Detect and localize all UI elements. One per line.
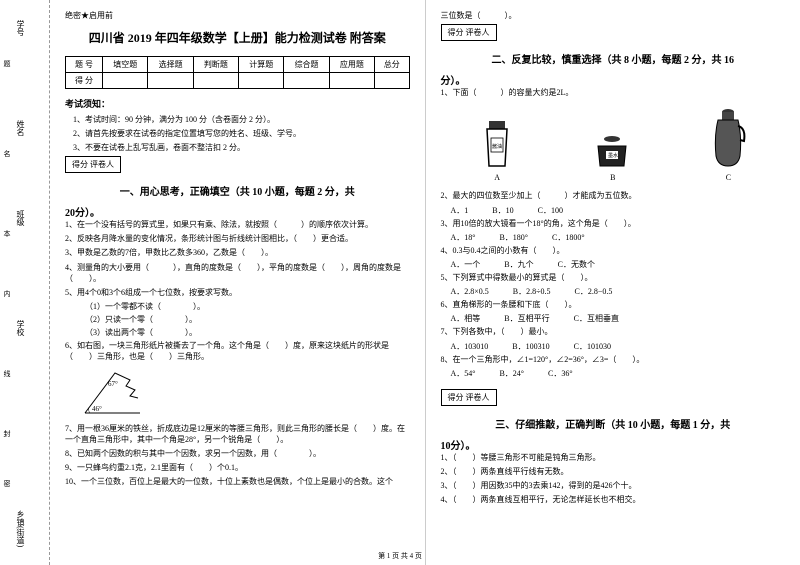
q2-8opt: A．54° B．24° C．36° [441, 368, 786, 379]
notice-title: 考试须知： [65, 97, 410, 110]
q2-2: 2、最大的四位数至少加上（ ）才能成为五位数。 [441, 190, 786, 201]
q3-4: 4、（ ）两条直线互相平行，无论怎样延长也不相交。 [441, 494, 786, 505]
q1-9: 9、一只蜂鸟约重2.1克，2.1里面有（ ）个0.1。 [65, 462, 410, 473]
binding-mark-1: 名 [2, 150, 12, 157]
q2-8: 8、在一个三角形中，∠1=120°，∠2=36°，∠3=（ ）。 [441, 354, 786, 365]
section3-title: 三、仔细推敲，正确判断（共 10 小题，每题 1 分，共 [441, 416, 786, 431]
notice-3: 3、不要在试卷上乱写乱画，卷面不整洁扣 2 分。 [65, 142, 410, 153]
th-0: 题 号 [66, 57, 103, 73]
q1-5b: （2）只读一个零（ ）。 [65, 314, 410, 325]
th-5: 综合题 [284, 57, 329, 73]
angle-67: 67° [108, 380, 118, 388]
table-row: 得 分 [66, 73, 410, 89]
q2-1: 1、下面（ ）的容量大约是2L。 [441, 87, 786, 98]
option-b-img: 墨水 B [590, 131, 635, 182]
table-row: 题 号 填空题 选择题 判断题 计算题 综合题 应用题 总分 [66, 57, 410, 73]
secret-label: 绝密★启用前 [65, 10, 410, 21]
binding-name: 姓名 [15, 120, 26, 136]
q1-7: 7、用一根36厘米的铁丝，折成底边是12厘米的等腰三角形，则此三角形的腰长是（ … [65, 423, 410, 445]
binding-town: 乡镇(街道) [15, 510, 26, 547]
svg-text:墨水: 墨水 [608, 152, 618, 159]
binding-class: 班级 [15, 210, 26, 226]
th-6: 应用题 [329, 57, 374, 73]
binding-mark-5: 封 [2, 430, 12, 437]
q1-4: 4、测量角的大小要用（ ），直角的度数是（ ），平角的度数是（ ），周角的度数是… [65, 262, 410, 284]
triangle-figure: 67° 46° [80, 368, 155, 418]
th-7: 总分 [375, 57, 409, 73]
q2-2opt: A．1 B．10 C．100 [441, 205, 786, 216]
notice-1: 1、考试时间：90 分钟，满分为 100 分（含卷面分 2 分）。 [65, 114, 410, 125]
score-table: 题 号 填空题 选择题 判断题 计算题 综合题 应用题 总分 得 分 [65, 56, 410, 89]
binding-mark-2: 本 [2, 230, 12, 237]
score-box-1: 得分 评卷人 [65, 156, 121, 173]
q2-3: 3、用10倍的放大镜看一个18°的角，这个角是（ ）。 [441, 218, 786, 229]
exam-title: 四川省 2019 年四年级数学【上册】能力检测试卷 附答案 [65, 29, 410, 46]
q2-7opt: A．103010 B．100310 C．101030 [441, 341, 786, 352]
binding-mark-3: 内 [2, 290, 12, 297]
q2-7: 7、下列各数中，（ ）最小。 [441, 326, 786, 337]
section3-sub: 10分）。 [441, 437, 786, 452]
q1-cont: 三位数是（ ）。 [441, 10, 786, 21]
section1-sub: 20分）。 [65, 204, 410, 219]
notice-2: 2、请首先按要求在试卷的指定位置填写您的姓名、班级、学号。 [65, 128, 410, 139]
binding-id: 学号 [15, 20, 26, 36]
th-1: 填空题 [103, 57, 148, 73]
q1-3: 3、甲数是乙数的7倍，甲数比乙数多360，乙数是（ ）。 [65, 247, 410, 258]
q2-4opt: A．一个 B．九个 C．无数个 [441, 259, 786, 270]
binding-mark-0: 题 [2, 60, 12, 67]
q3-2: 2、（ ）两条直线平行线有无数。 [441, 466, 786, 477]
q2-5opt: A．2.8×0.5 B．2.8÷0.5 C．2.8−0.5 [441, 286, 786, 297]
q3-1: 1、（ ）等腰三角形不可能是钝角三角形。 [441, 452, 786, 463]
th-4: 计算题 [239, 57, 284, 73]
q1-6: 6、如右图，一块三角形纸片被撕去了一个角。这个角是（ ）度，原来这块纸片的形状是… [65, 340, 410, 362]
q1-5a: （1）一个零都不读（ ）。 [65, 301, 410, 312]
angle-46: 46° [92, 405, 102, 413]
q2-6opt: A．相等 B．互相平行 C．互相垂直 [441, 313, 786, 324]
section1-title: 一、用心思考，正确填空（共 10 小题，每题 2 分，共 [65, 183, 410, 198]
td-score: 得 分 [66, 73, 103, 89]
q2-5: 5、下列算式中得数最小的算式是（ ）。 [441, 272, 786, 283]
option-a-img: 酱油 A [477, 116, 517, 182]
section2-sub: 分）。 [441, 72, 786, 87]
q1-2: 2、反映各月降水量的变化情况，条形统计图与折线统计图相比，（ ）更合适。 [65, 233, 410, 244]
q1-5: 5、用4个0和3个6组成一个七位数，按要求写数。 [65, 287, 410, 298]
q1-5c: （3）读出两个零（ ）。 [65, 327, 410, 338]
binding-mark-4: 线 [2, 370, 12, 377]
binding-margin: 学号 题 姓名 名 班级 本 内 学校 线 封 密 乡镇(街道) [0, 0, 50, 565]
q3-3: 3、（ ）用因数35中的3去乘142，得到的是426个十。 [441, 480, 786, 491]
th-3: 判断题 [193, 57, 238, 73]
th-2: 选择题 [148, 57, 193, 73]
q2-6: 6、直角梯形的一条腰和下底（ ）。 [441, 299, 786, 310]
binding-mark-6: 密 [2, 480, 12, 487]
exam-page: 学号 题 姓名 名 班级 本 内 学校 线 封 密 乡镇(街道) 绝密★启用前 … [0, 0, 800, 565]
q1-8: 8、已知两个因数的积与其中一个因数，求另一个因数，用（ ）。 [65, 448, 410, 459]
q1-10: 10、一个三位数，百位上是最大的一位数，十位上素数也是偶数，个位上是最小的合数。… [65, 476, 410, 487]
svg-text:酱油: 酱油 [492, 143, 502, 150]
binding-school: 学校 [15, 320, 26, 336]
option-c-img: C [708, 106, 748, 182]
score-box-3: 得分 评卷人 [441, 389, 497, 406]
image-options: 酱油 A 墨水 B C [441, 106, 786, 182]
q1-1: 1、在一个没有括号的算式里，如果只有乘、除法，就按照（ ）的顺序依次计算。 [65, 219, 410, 230]
section2-title: 二、反复比较，慎重选择（共 8 小题，每题 2 分，共 16 [441, 51, 786, 66]
right-column: 三位数是（ ）。 得分 评卷人 二、反复比较，慎重选择（共 8 小题，每题 2 … [426, 0, 800, 565]
q2-4: 4、0.3与0.4之间的小数有（ ）。 [441, 245, 786, 256]
left-column: 绝密★启用前 四川省 2019 年四年级数学【上册】能力检测试卷 附答案 题 号… [50, 0, 426, 565]
score-box-2: 得分 评卷人 [441, 24, 497, 41]
page-footer: 第 1 页 共 4 页 [378, 551, 422, 561]
q2-3opt: A．18° B．180° C．1800° [441, 232, 786, 243]
